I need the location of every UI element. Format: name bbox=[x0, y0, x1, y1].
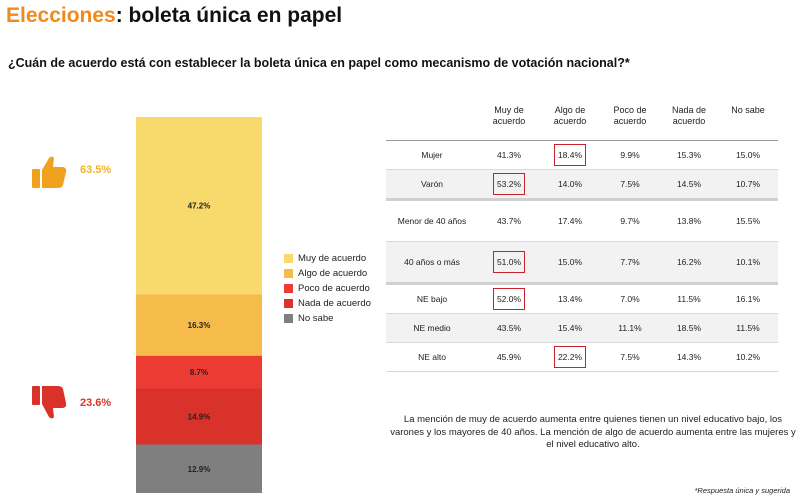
table-cell: 16.2% bbox=[676, 257, 702, 267]
table-cell: 10.7% bbox=[735, 179, 761, 189]
row-label: NE alto bbox=[418, 352, 446, 362]
legend-swatch bbox=[284, 299, 293, 308]
legend-label: No sabe bbox=[298, 313, 334, 324]
table-cell: 15.3% bbox=[676, 150, 702, 160]
table-header: Muy de acuerdo Algo de acuerdo Poco de a… bbox=[386, 105, 778, 141]
segment-value-label: 14.9% bbox=[188, 412, 211, 421]
disagree-total: 23.6% bbox=[80, 397, 112, 409]
table-cell: 11.5% bbox=[677, 294, 701, 304]
title-highlight: Elecciones bbox=[6, 4, 116, 27]
legend-swatch bbox=[284, 269, 293, 278]
table-cell: 17.4% bbox=[557, 216, 583, 226]
legend-swatch bbox=[284, 314, 293, 323]
table-row: 40 años o más 51.0% 15.0% 7.7% 16.2% 10.… bbox=[386, 242, 778, 285]
row-label: 40 años o más bbox=[404, 257, 460, 267]
table-cell: 7.0% bbox=[620, 294, 640, 304]
legend-item: Nada de acuerdo bbox=[284, 296, 371, 311]
legend-label: Poco de acuerdo bbox=[298, 283, 370, 294]
table-cell: 14.0% bbox=[557, 179, 583, 189]
legend-item: Muy de acuerdo bbox=[284, 251, 371, 266]
table-cell: 45.9% bbox=[496, 352, 522, 362]
header-cell: Algo de acuerdo bbox=[553, 105, 587, 126]
table-cell: 15.0% bbox=[735, 150, 761, 160]
table-row: Varón 53.2% 14.0% 7.5% 14.5% 10.7% bbox=[386, 170, 778, 201]
segment-value-label: 12.9% bbox=[188, 465, 211, 474]
row-label: NE bajo bbox=[416, 294, 448, 304]
table-cell: 10.1% bbox=[735, 257, 761, 267]
thumbs-up-icon bbox=[32, 156, 67, 188]
table-cell: 43.5% bbox=[496, 323, 522, 333]
bar-segment-3 bbox=[136, 388, 262, 445]
table-cell: 7.5% bbox=[620, 352, 640, 362]
bar-segment-1 bbox=[136, 294, 262, 356]
legend-item: Algo de acuerdo bbox=[284, 266, 371, 281]
table-cell: 16.1% bbox=[735, 294, 761, 304]
table-cell: 13.8% bbox=[676, 216, 702, 226]
table-cell: 13.4% bbox=[557, 294, 583, 304]
table-cell: 7.7% bbox=[620, 257, 640, 267]
bar-segment-2 bbox=[136, 355, 262, 389]
legend-label: Muy de acuerdo bbox=[298, 253, 367, 264]
bar-segment-0 bbox=[136, 117, 262, 295]
table-cell: 10.2% bbox=[735, 352, 761, 362]
chart-legend: Muy de acuerdo Algo de acuerdo Poco de a… bbox=[284, 251, 371, 326]
table-cell: 15.0% bbox=[557, 257, 583, 267]
table-cell: 14.5% bbox=[676, 179, 702, 189]
table-cell: 43.7% bbox=[496, 216, 522, 226]
segment-value-label: 16.3% bbox=[188, 321, 211, 330]
table-row: Menor de 40 años 43.7% 17.4% 9.7% 13.8% … bbox=[386, 201, 778, 242]
legend-item: Poco de acuerdo bbox=[284, 281, 371, 296]
row-label: Mujer bbox=[421, 150, 443, 160]
table-cell: 18.4% bbox=[540, 144, 600, 166]
table-row: NE bajo 52.0% 13.4% 7.0% 11.5% 16.1% bbox=[386, 285, 778, 314]
legend-label: Algo de acuerdo bbox=[298, 268, 368, 279]
table-row: NE medio 43.5% 15.4% 11.1% 18.5% 11.5% bbox=[386, 314, 778, 343]
row-label: Menor de 40 años bbox=[397, 216, 467, 226]
legend-label: Nada de acuerdo bbox=[298, 298, 371, 309]
table-cell: 11.1% bbox=[618, 323, 642, 333]
table-cell: 41.3% bbox=[496, 150, 522, 160]
row-label: NE medio bbox=[413, 323, 451, 333]
header-cell: Muy de acuerdo bbox=[492, 105, 526, 126]
row-label: Varón bbox=[420, 179, 444, 189]
table-cell: 9.7% bbox=[620, 216, 640, 226]
legend-swatch bbox=[284, 284, 293, 293]
table-cell: 22.2% bbox=[540, 346, 600, 368]
table-cell: 9.9% bbox=[620, 150, 640, 160]
table-cell: 18.5% bbox=[676, 323, 702, 333]
insight-note: La mención de muy de acuerdo aumenta ent… bbox=[390, 414, 796, 450]
header-cell bbox=[386, 105, 478, 140]
crosstab-table: Muy de acuerdo Algo de acuerdo Poco de a… bbox=[386, 105, 778, 372]
header-cell: Nada de acuerdo bbox=[671, 105, 707, 126]
table-cell: 11.5% bbox=[736, 323, 760, 333]
header-cell: No sabe bbox=[731, 105, 765, 115]
table-row: NE alto 45.9% 22.2% 7.5% 14.3% 10.2% bbox=[386, 343, 778, 372]
table-cell: 15.5% bbox=[735, 216, 761, 226]
thumbs-down-icon bbox=[32, 386, 67, 419]
footnote: *Respuesta única y sugerida bbox=[694, 486, 790, 495]
table-cell: 52.0% bbox=[478, 288, 540, 310]
segment-value-label: 47.2% bbox=[188, 202, 211, 211]
table-cell: 15.4% bbox=[557, 323, 583, 333]
survey-question: ¿Cuán de acuerdo está con establecer la … bbox=[8, 56, 630, 70]
table-cell: 51.0% bbox=[478, 251, 540, 273]
title-rest: : boleta única en papel bbox=[115, 4, 343, 27]
table-cell: 53.2% bbox=[478, 173, 540, 195]
legend-item: No sabe bbox=[284, 311, 371, 326]
header-cell: Poco de acuerdo bbox=[613, 105, 647, 126]
agree-total: 63.5% bbox=[80, 164, 112, 176]
legend-swatch bbox=[284, 254, 293, 263]
segment-value-label: 8.7% bbox=[190, 368, 208, 377]
bar-segment-4 bbox=[136, 444, 262, 493]
table-row: Mujer 41.3% 18.4% 9.9% 15.3% 15.0% bbox=[386, 141, 778, 170]
table-cell: 14.3% bbox=[676, 352, 702, 362]
table-cell: 7.5% bbox=[620, 179, 640, 189]
page-title: Elecciones: boleta única en papel bbox=[6, 4, 342, 28]
